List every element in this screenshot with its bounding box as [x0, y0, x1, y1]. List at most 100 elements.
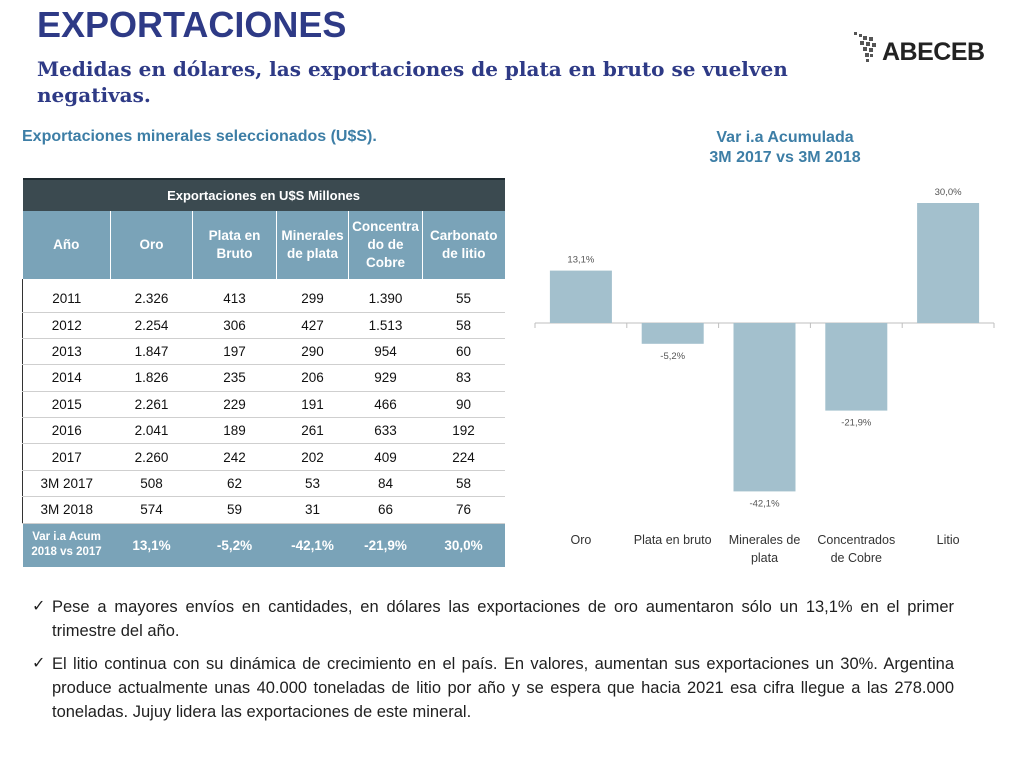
- table-cell: 55: [422, 279, 505, 313]
- table-cell: 574: [110, 496, 193, 524]
- bullet-text: El litio continua con su dinámica de cre…: [52, 655, 954, 721]
- chart-title: Var i.a Acumulada 3M 2017 vs 3M 2018: [640, 128, 930, 168]
- table-cell: 59: [192, 496, 277, 524]
- bar: [825, 323, 888, 411]
- table-cell: 202: [276, 443, 349, 471]
- table-cell: 224: [422, 443, 505, 471]
- table-cell: 242: [192, 443, 277, 471]
- exports-table: Exportaciones en U$S Millones Año Oro Plat…: [22, 178, 505, 568]
- logo-text: ABECEB: [882, 38, 985, 66]
- table-row: 3M 2017 508 62 53 84 58: [22, 470, 505, 498]
- table-cell: 1.847: [110, 338, 193, 366]
- table-cell: 508: [110, 470, 193, 498]
- bar: [549, 270, 612, 323]
- table-row: 2017 2.260 242 202 409 224: [22, 443, 505, 471]
- table-row: 2014 1.826 235 206 929 83: [22, 364, 505, 392]
- table-cell: 1.826: [110, 364, 193, 392]
- table-cell: 3M 2018: [22, 496, 111, 524]
- table-cell: 2014: [22, 364, 111, 392]
- table-row: 2013 1.847 197 290 954 60: [22, 338, 505, 366]
- data-label: -42,1%: [749, 498, 780, 509]
- table-column-headers: Año Oro Plata en Bruto Minerales de plata Co…: [22, 211, 505, 279]
- bullet-item: ✓ El litio continua con su dinámica de cr…: [32, 652, 954, 724]
- column-header: Año: [22, 211, 111, 279]
- table-cell: 2015: [22, 391, 111, 419]
- page-title: EXPORTACIONES: [37, 4, 347, 45]
- table-cell: 261: [276, 417, 349, 445]
- chart-title-line: Var i.a Acumulada: [716, 129, 854, 146]
- bullet-item: ✓ Pese a mayores envíos en cantidades, en…: [32, 595, 954, 643]
- table-cell: 2012: [22, 312, 111, 339]
- footer-value: 13,1%: [110, 523, 193, 568]
- footer-value: 30,0%: [422, 523, 505, 568]
- table-cell: 929: [348, 364, 423, 392]
- table-cell: 2.254: [110, 312, 193, 339]
- table-cell: 235: [192, 364, 277, 392]
- table-cell: 197: [192, 338, 277, 366]
- table-cell: 83: [422, 364, 505, 392]
- bar: [917, 203, 980, 323]
- table-cell: 206: [276, 364, 349, 392]
- table-cell: 229: [192, 391, 277, 419]
- data-label: 13,1%: [567, 255, 594, 266]
- table-cell: 1.513: [348, 312, 423, 339]
- table-cell: 90: [422, 391, 505, 419]
- footer-value: -42,1%: [276, 523, 349, 568]
- table-cell: 62: [192, 470, 277, 498]
- table-cell: 2011: [22, 279, 111, 313]
- table-row: 2012 2.254 306 427 1.513 58: [22, 312, 505, 339]
- table-cell: 413: [192, 279, 277, 313]
- table-cell: 2016: [22, 417, 111, 445]
- footer-label: Var i.a Acum 2018 vs 2017: [22, 523, 111, 568]
- table-cell: 189: [192, 417, 277, 445]
- table-cell: 2.261: [110, 391, 193, 419]
- table-footer-row: Var i.a Acum 2018 vs 2017 13,1% -5,2% -42,1…: [22, 523, 505, 568]
- bullet-list: ✓ Pese a mayores envíos en cantidades, en…: [32, 595, 954, 733]
- table-cell: 290: [276, 338, 349, 366]
- table-row: 3M 2018 574 59 31 66 76: [22, 496, 505, 524]
- table-cell: 31: [276, 496, 349, 524]
- table-title: Exportaciones en U$S Millones: [22, 178, 505, 211]
- table-row: 2015 2.261 229 191 466 90: [22, 391, 505, 419]
- footer-value: -5,2%: [192, 523, 277, 568]
- table-cell: 53: [276, 470, 349, 498]
- checkmark-icon: ✓: [32, 598, 46, 615]
- column-header: Plata en Bruto: [192, 211, 277, 279]
- table-cell: 299: [276, 279, 349, 313]
- table-cell: 633: [348, 417, 423, 445]
- bullet-text: Pese a mayores envíos en cantidades, en …: [52, 598, 954, 640]
- table-cell: 3M 2017: [22, 470, 111, 498]
- column-header: Oro: [110, 211, 193, 279]
- table-cell: 2017: [22, 443, 111, 471]
- category-label: Oro: [570, 533, 592, 547]
- data-label: 30,0%: [935, 187, 962, 198]
- column-header: Carbonato de litio: [422, 211, 505, 279]
- table-cell: 84: [348, 470, 423, 498]
- category-label: Plata en bruto: [633, 533, 712, 547]
- table-cell: 60: [422, 338, 505, 366]
- data-label: -21,9%: [841, 418, 872, 429]
- table-cell: 2.260: [110, 443, 193, 471]
- table-cell: 1.390: [348, 279, 423, 313]
- table-row: 2011 2.326 413 299 1.390 55: [22, 279, 505, 313]
- chart-title-line: 3M 2017 vs 3M 2018: [709, 149, 861, 166]
- table-cell: 306: [192, 312, 277, 339]
- table-cell: 58: [422, 312, 505, 339]
- table-cell: 2.041: [110, 417, 193, 445]
- column-header: Concentra do de Cobre: [348, 211, 423, 279]
- map-mark-icon: [854, 32, 876, 62]
- table-cell: 954: [348, 338, 423, 366]
- table-cell: 191: [276, 391, 349, 419]
- table-row: 2016 2.041 189 261 633 192: [22, 417, 505, 445]
- data-label: -5,2%: [660, 351, 685, 362]
- column-header: Minerales de plata: [276, 211, 349, 279]
- table-cell: 192: [422, 417, 505, 445]
- bar: [733, 323, 796, 492]
- category-label: Minerales de plata: [728, 533, 801, 565]
- checkmark-icon: ✓: [32, 655, 46, 672]
- page-subtitle: Medidas en dólares, las exportaciones de…: [37, 57, 788, 107]
- table-cell: 76: [422, 496, 505, 524]
- category-label: Litio: [936, 533, 960, 547]
- table-cell: 466: [348, 391, 423, 419]
- bar: [641, 323, 704, 344]
